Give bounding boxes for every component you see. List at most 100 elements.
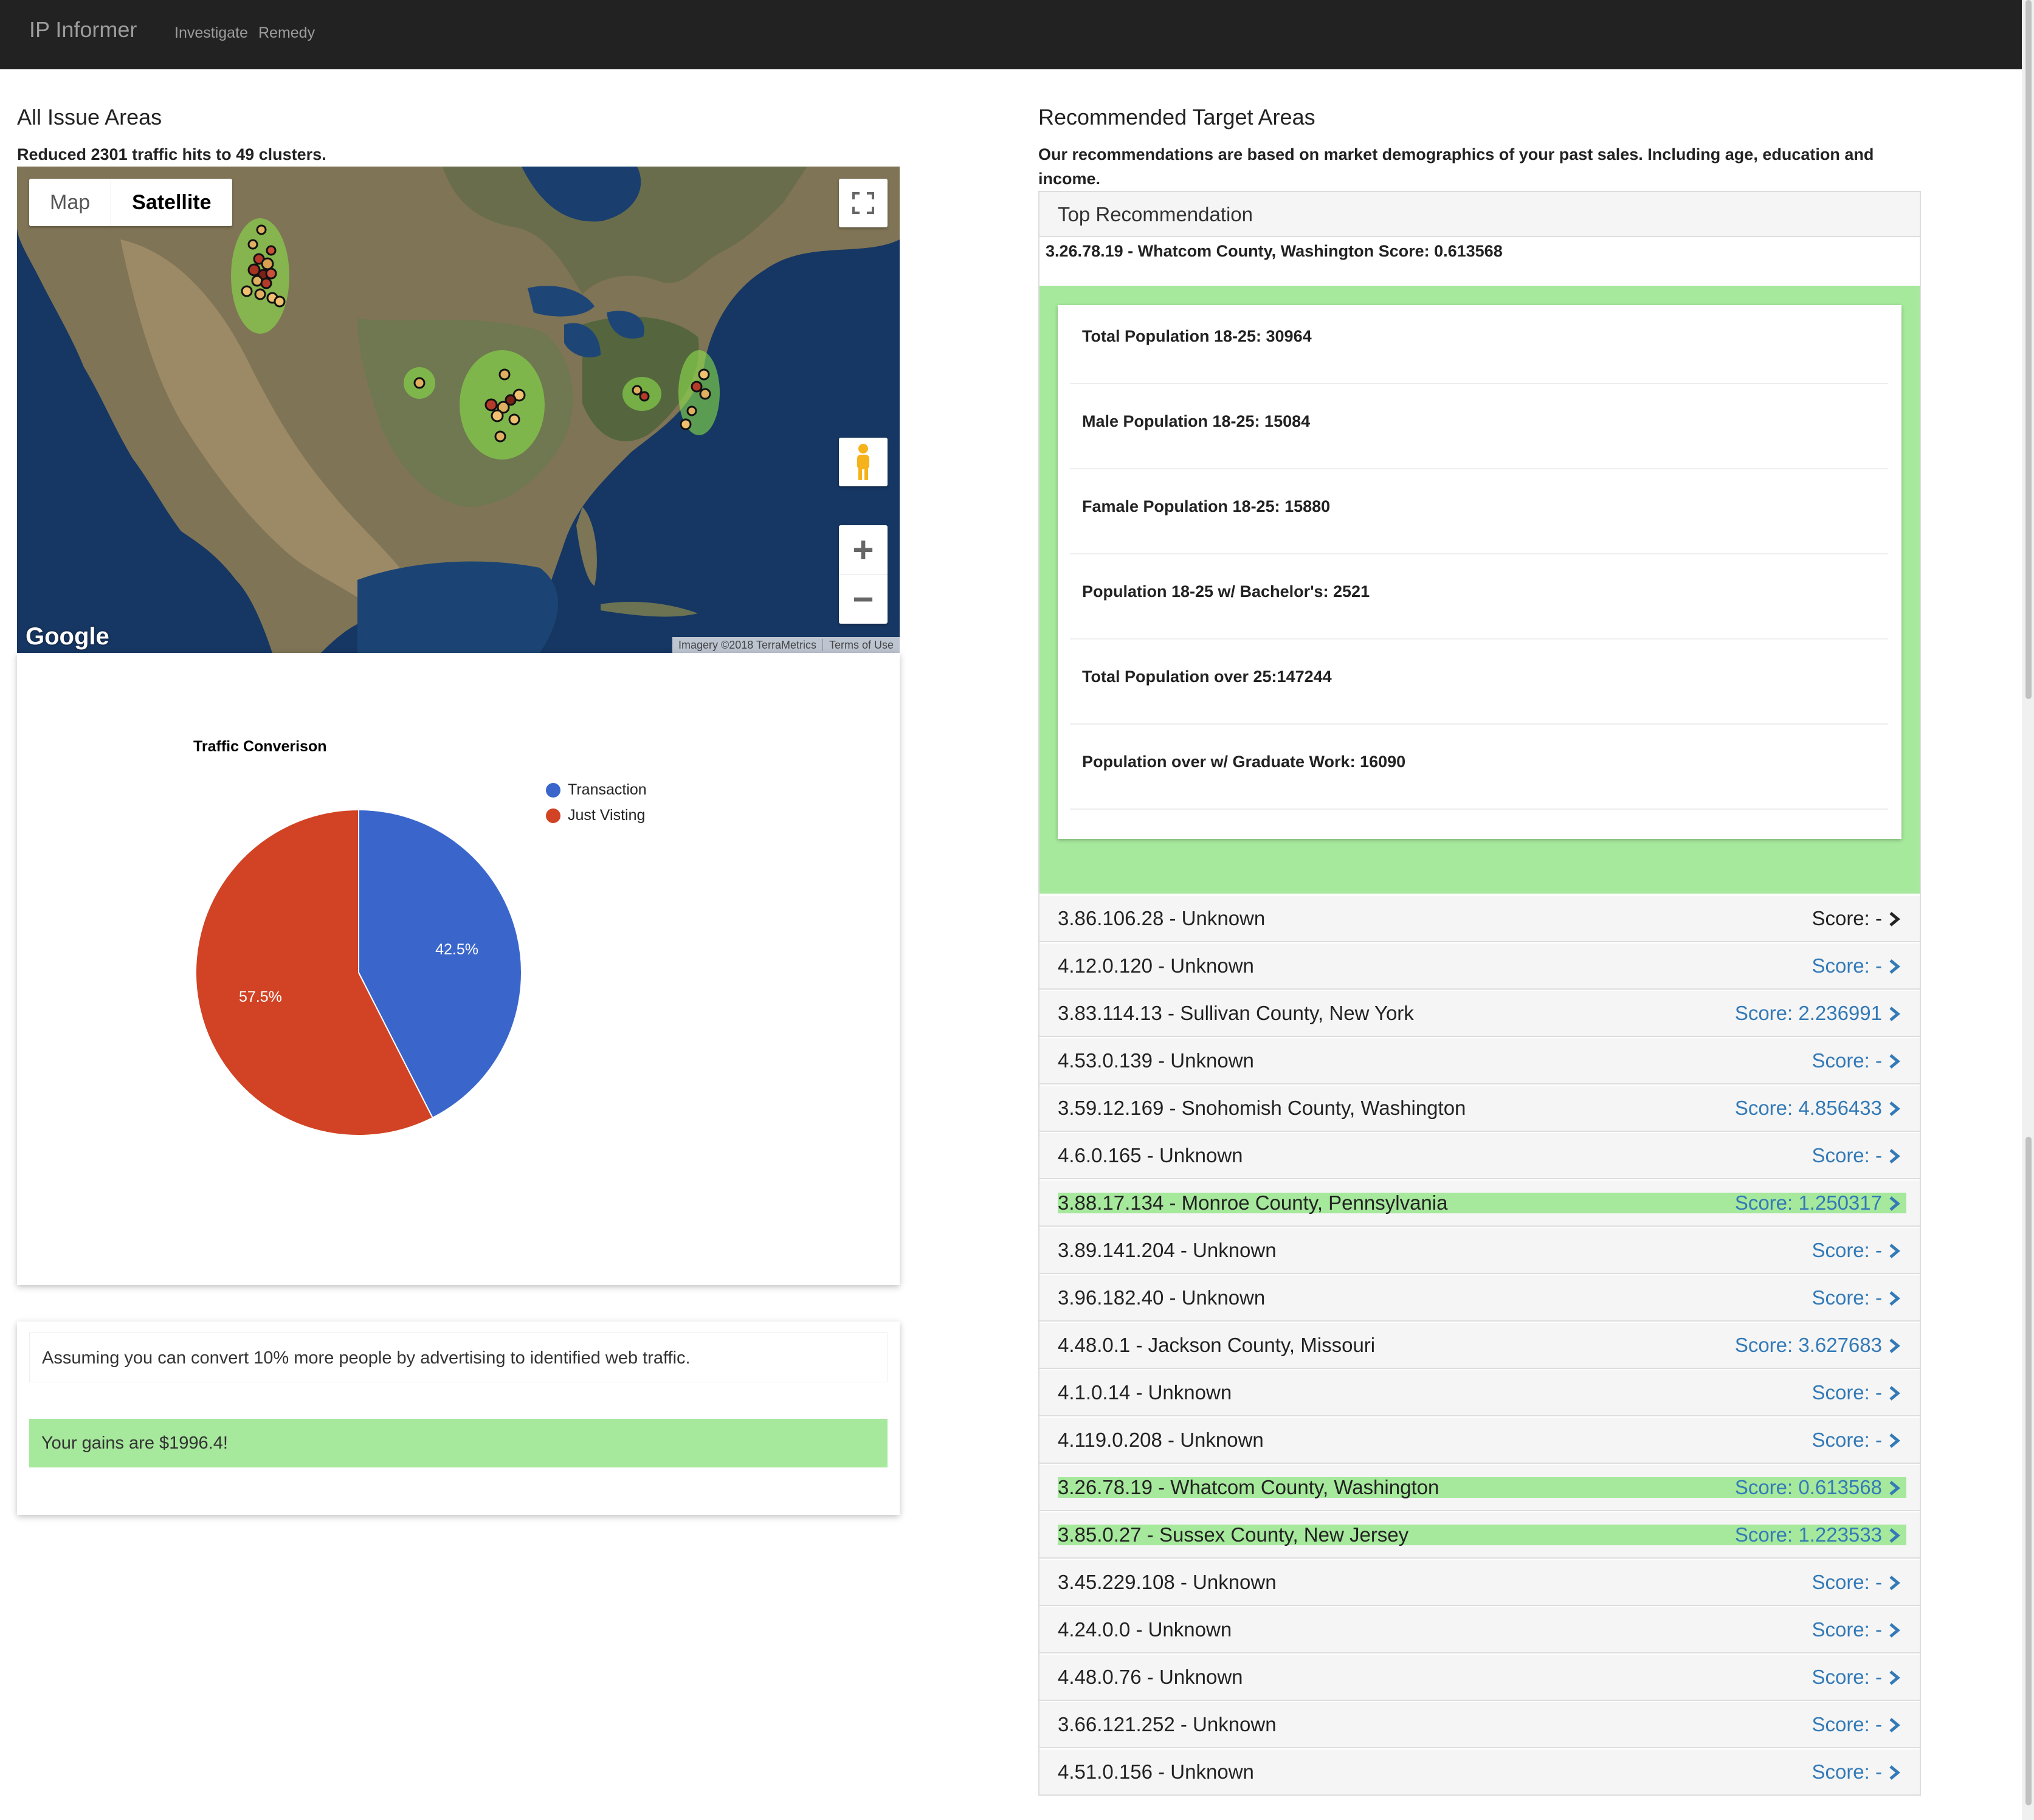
row-ip-location: 3.86.106.28 - Unknown [1058,907,1266,929]
recommendation-row[interactable]: 4.48.0.76 - Unknown Score: - [1039,1655,1920,1701]
row-score-link[interactable]: Score: 4.856433 [1734,1097,1882,1119]
chevron-right-icon[interactable] [1888,959,1900,974]
map[interactable]: Map Satellite + − Google Imagery ©2018 T… [17,167,900,653]
chevron-right-icon[interactable] [1888,1339,1900,1353]
row-ip-location: 3.45.229.108 - Unknown [1058,1571,1277,1593]
legend-item-just-visting[interactable]: Just Visting [546,807,645,824]
row-score-link[interactable]: Score: 1.223533 [1734,1523,1882,1546]
zoom-in-button[interactable]: + [839,526,888,575]
row-score-link[interactable]: Score: - [1812,1144,1882,1167]
row-score-link[interactable]: Score: - [1812,954,1882,977]
scrollbar-thumb-secondary[interactable] [2025,1137,2032,1805]
row-ip-location: 3.26.78.19 - Whatcom County, Washington [1058,1476,1439,1498]
navbar: IP Informer Investigate Remedy [0,0,2022,69]
map-type-map-button[interactable]: Map [29,179,112,226]
row-ip-location: 3.66.121.252 - Unknown [1058,1713,1277,1736]
nav-link-remedy[interactable]: Remedy [258,24,315,41]
row-highlight [1058,1525,1906,1545]
chevron-right-icon[interactable] [1888,1718,1900,1732]
row-score-link[interactable]: Score: 2.236991 [1734,1002,1882,1024]
chevron-right-icon[interactable] [1888,1386,1900,1401]
recommendation-row[interactable]: 4.48.0.1 - Jackson County, Missouri Score… [1039,1323,1920,1369]
recommendation-row[interactable]: 4.53.0.139 - Unknown Score: - [1039,1038,1920,1084]
row-score-link[interactable]: Score: - [1812,1381,1882,1404]
chevron-right-icon[interactable] [1888,1576,1900,1590]
chevron-right-icon[interactable] [1888,1149,1900,1163]
chevron-right-icon[interactable] [1888,1623,1900,1638]
recommendation-row[interactable]: 3.86.106.28 - Unknown Score: - [1039,896,1920,942]
row-score-link[interactable]: Score: - [1812,1666,1882,1688]
pie-slice-transaction[interactable] [358,808,522,1119]
row-ip-location: 3.96.182.40 - Unknown [1058,1286,1266,1309]
issue-areas-subtitle: Reduced 2301 traffic hits to 49 clusters… [17,145,326,164]
stat-male-pop-18-25: Male Population 18-25: 15084 [1070,384,1888,469]
row-ip-location: 4.53.0.139 - Unknown [1058,1049,1254,1072]
row-ip-location: 4.48.0.76 - Unknown [1058,1666,1243,1688]
terms-of-use-link[interactable]: Terms of Use [829,638,894,651]
row-score-link[interactable]: Score: - [1812,1049,1882,1072]
pie-slice-just-visting[interactable] [195,808,434,1136]
recommendation-row[interactable]: 3.96.182.40 - Unknown Score: - [1039,1275,1920,1322]
fullscreen-button[interactable] [839,179,888,227]
recommendation-row[interactable]: 4.24.0.0 - Unknown Score: - [1039,1607,1920,1653]
chevron-right-icon[interactable] [1888,1054,1900,1069]
pegman-icon [857,444,869,480]
recommendation-row[interactable]: 4.1.0.14 - Unknown Score: - [1039,1370,1920,1416]
row-ip-location: 3.85.0.27 - Sussex County, New Jersey [1058,1523,1409,1546]
scrollbar-thumb[interactable] [2025,0,2032,699]
recommendation-row[interactable]: 3.26.78.19 - Whatcom County, Washington S… [1039,1465,1920,1511]
recommendation-row[interactable]: 3.45.229.108 - Unknown Score: - [1039,1560,1920,1606]
zoom-out-button[interactable]: − [852,579,874,619]
recommended-areas-title: Recommended Target Areas [1038,105,1315,129]
chevron-right-icon[interactable] [1888,1433,1900,1448]
recommendation-row[interactable]: 3.88.17.134 - Monroe County, Pennsylvani… [1039,1181,1920,1227]
row-highlight [1058,1193,1906,1213]
row-score-link[interactable]: Score: - [1812,1429,1882,1451]
chevron-right-icon[interactable] [1888,1765,1900,1780]
chevron-right-icon[interactable] [1888,1528,1900,1543]
row-score-link[interactable]: Score: 3.627683 [1734,1334,1882,1356]
top-recommendation-heading: Top Recommendation [1039,192,1920,237]
legend-item-transaction[interactable]: Transaction [546,781,647,799]
row-ip-location: 3.59.12.169 - Snohomish County, Washingt… [1058,1097,1466,1119]
recommendation-row[interactable]: 4.51.0.156 - Unknown Score: - [1039,1749,1920,1796]
legend-dot [546,782,560,798]
row-score-link[interactable]: Score: - [1812,1571,1882,1593]
row-score-link[interactable]: Score: - [1812,1713,1882,1736]
row-ip-location: 4.48.0.1 - Jackson County, Missouri [1058,1334,1376,1356]
row-score-link[interactable]: Score: 0.613568 [1734,1476,1882,1498]
row-score-link[interactable]: Score: - [1812,1286,1882,1309]
chevron-right-icon[interactable] [1888,1670,1900,1685]
brand-link[interactable]: IP Informer [29,17,137,42]
chevron-right-icon[interactable] [1888,1196,1900,1211]
chevron-right-icon[interactable] [1888,1244,1900,1258]
legend-label: Just Visting [568,807,646,824]
row-score-link[interactable]: Score: - [1812,1239,1882,1261]
chevron-right-icon[interactable] [1888,1481,1900,1495]
recommendation-row[interactable]: 3.66.121.252 - Unknown Score: - [1039,1702,1920,1748]
chevron-right-icon[interactable] [1888,1007,1900,1021]
chevron-right-icon[interactable] [1888,1291,1900,1306]
chevron-right-icon[interactable] [1888,1101,1900,1116]
row-score-link[interactable]: Score: - [1812,907,1882,929]
street-view-pegman[interactable] [839,438,888,486]
map-type-satellite-button[interactable]: Satellite [132,191,212,214]
row-score-link[interactable]: Score: - [1812,1760,1882,1783]
demographics-card [1058,305,1901,839]
recommendation-row[interactable]: 3.59.12.169 - Snohomish County, Washingt… [1039,1086,1920,1132]
row-score-link[interactable]: Score: - [1812,1618,1882,1641]
row-score-link[interactable]: Score: 1.250317 [1734,1191,1882,1214]
recommendation-row[interactable]: 3.83.114.13 - Sullivan County, New York S… [1039,991,1920,1037]
recommendation-row[interactable]: 4.119.0.208 - Unknown Score: - [1039,1418,1920,1464]
row-ip-location: 4.51.0.156 - Unknown [1058,1760,1254,1783]
chevron-right-icon[interactable] [1888,912,1900,926]
row-ip-location: 3.88.17.134 - Monroe County, Pennsylvani… [1058,1191,1448,1214]
stat-graduate-work: Population over w/ Graduate Work: 16090 [1070,725,1888,810]
recommendation-row[interactable]: 4.12.0.120 - Unknown Score: - [1039,943,1920,990]
conversion-assumption-text: Assuming you can convert 10% more people… [29,1332,888,1382]
recommendation-row[interactable]: 4.6.0.165 - Unknown Score: - [1039,1133,1920,1179]
recommendation-row[interactable]: 3.85.0.27 - Sussex County, New Jersey Sco… [1039,1512,1920,1559]
nav-link-investigate[interactable]: Investigate [174,24,248,41]
recommendation-row[interactable]: 3.89.141.204 - Unknown Score: - [1039,1228,1920,1274]
recommended-areas-subtitle: Our recommendations are based on market … [1038,145,1874,188]
